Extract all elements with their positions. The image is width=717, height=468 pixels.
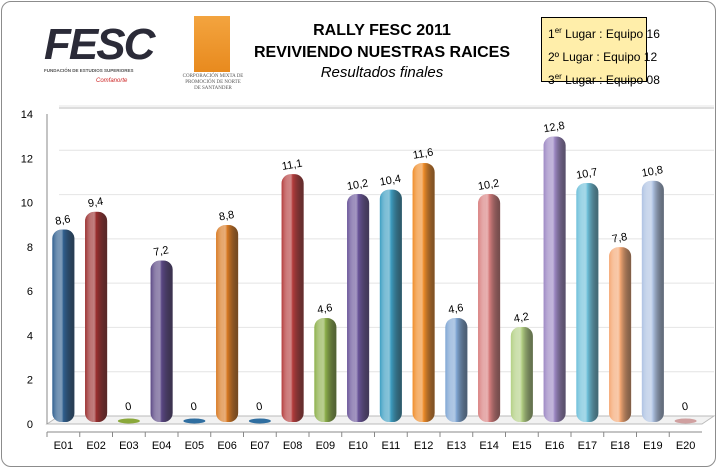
bar-shade <box>216 225 239 422</box>
data-label: 0 <box>124 401 132 414</box>
x-tick-label: E18 <box>610 440 630 452</box>
data-label: 11,1 <box>281 158 303 173</box>
bar-shade <box>641 180 664 422</box>
bar-zero <box>674 418 697 424</box>
x-tick-label: E02 <box>86 440 106 452</box>
corporacion-logo-image <box>194 16 230 72</box>
bar-zero <box>117 418 140 424</box>
y-tick-label: 2 <box>27 375 33 387</box>
bar-shade <box>52 229 75 422</box>
bar-shade <box>379 189 402 422</box>
x-tick-label: E15 <box>512 440 532 452</box>
corporacion-logo-text: CORPORACIÓN MIXTA DE PROMOCIÓN DE NORTE … <box>182 74 244 91</box>
x-tick-label: E11 <box>381 440 400 452</box>
x-tick-label: E09 <box>316 440 336 452</box>
x-tick-label: E06 <box>217 440 237 452</box>
chart-title: RALLY FESC 2011 <box>313 22 451 39</box>
x-tick-label: E04 <box>152 440 172 452</box>
data-label: 11,6 <box>412 146 434 161</box>
bar-shade <box>543 136 566 423</box>
data-label: 9,4 <box>87 196 104 210</box>
bar-shade <box>281 174 304 422</box>
data-label: 0 <box>190 401 198 414</box>
bar-shade <box>314 318 337 422</box>
fesc-logo: FESC FUNDACIÓN DE ESTUDIOS SUPERIORES Co… <box>24 16 155 92</box>
data-label: 4,6 <box>316 302 333 316</box>
data-label: 7,2 <box>153 244 170 258</box>
data-label: 10,8 <box>641 164 664 180</box>
chart-subtitle: REVIVIENDO NUESTRAS RAICES <box>253 44 511 61</box>
y-tick-label: 10 <box>21 198 33 210</box>
data-label: 10,4 <box>379 173 402 189</box>
data-label: 12,8 <box>543 120 566 136</box>
data-label: 8,6 <box>54 213 71 227</box>
x-tick-label: E13 <box>447 440 467 452</box>
x-tick-label: E03 <box>119 440 139 452</box>
y-tick-label: 4 <box>27 330 33 342</box>
bar-shade <box>445 318 468 422</box>
x-tick-label: E16 <box>545 440 565 452</box>
data-label: 10,2 <box>477 177 500 193</box>
x-tick-label: E08 <box>283 440 303 452</box>
bar-zero <box>248 418 271 424</box>
bar-shade <box>347 194 370 422</box>
bar-shade <box>412 163 435 422</box>
data-label: 8,8 <box>218 209 235 223</box>
data-label: 0 <box>255 401 263 414</box>
chart-subtitle-results: Resultados finales <box>320 64 444 81</box>
y-tick-label: 0 <box>27 419 33 431</box>
fesc-logo-text: FESC <box>44 20 155 69</box>
x-tick-label: E01 <box>54 440 74 452</box>
x-tick-label: E05 <box>185 440 205 452</box>
comfanorte-text: Comfanorte <box>96 78 128 84</box>
y-tick-label: 12 <box>21 153 33 165</box>
data-label: 10,7 <box>575 166 598 182</box>
y-tick-label: 8 <box>27 242 33 254</box>
fesc-logo-subtitle: FUNDACIÓN DE ESTUDIOS SUPERIORES <box>44 68 134 73</box>
bar-shade <box>478 194 501 422</box>
data-label: 7,8 <box>611 231 628 245</box>
bar-zero <box>183 418 206 424</box>
x-tick-label: E12 <box>414 440 434 452</box>
ranking-third: 3er Lugar : Equipo 08 <box>548 72 660 87</box>
x-tick-label: E10 <box>348 440 368 452</box>
corporacion-logo: CORPORACIÓN MIXTA DE PROMOCIÓN DE NORTE … <box>182 16 244 98</box>
chart-title-block: RALLY FESC 2011 REVIVIENDO NUESTRAS RAIC… <box>242 20 522 81</box>
data-label: 0 <box>681 401 689 414</box>
data-label: 4,2 <box>513 311 530 325</box>
data-label: 10,2 <box>346 177 369 193</box>
data-label: 4,6 <box>447 302 464 316</box>
bar-shade <box>609 247 632 422</box>
bar-shade <box>85 211 108 422</box>
ranking-second: 2º Lugar : Equipo 12 <box>548 50 658 64</box>
x-tick-label: E07 <box>250 440 270 452</box>
x-tick-label: E20 <box>676 440 696 452</box>
y-tick-label: 6 <box>27 286 33 298</box>
x-tick-label: E19 <box>643 440 663 452</box>
bar-shade <box>150 260 173 422</box>
ranking-first: 1er Lugar : Equipo 16 <box>548 26 660 41</box>
bar-shade <box>576 183 599 422</box>
x-tick-label: E17 <box>578 440 598 452</box>
x-tick-label: E14 <box>479 440 499 452</box>
bar-shade <box>510 327 533 422</box>
ranking-box: 1er Lugar : Equipo 16 2º Lugar : Equipo … <box>541 17 660 87</box>
y-tick-label: 14 <box>21 109 33 121</box>
